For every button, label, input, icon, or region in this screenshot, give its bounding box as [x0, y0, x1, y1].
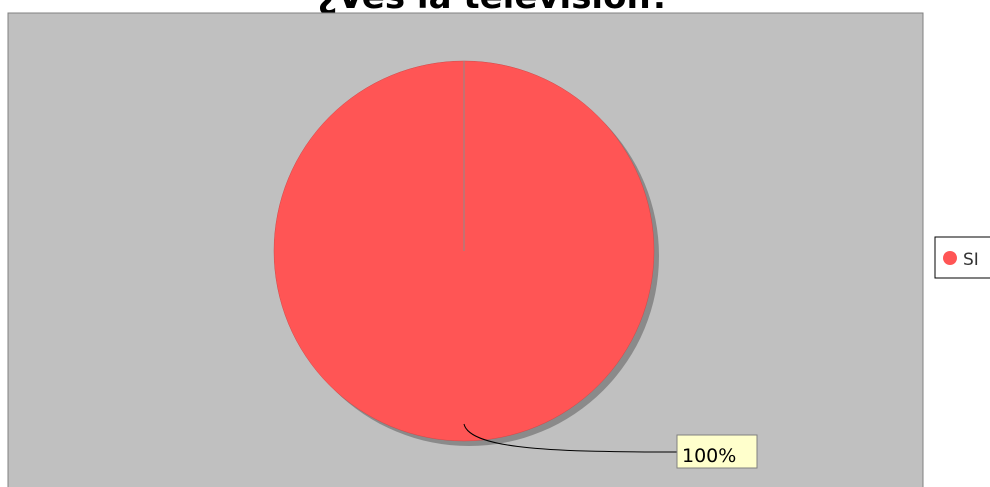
- slice-label-100: 100%: [676, 434, 758, 469]
- pie-slices: [273, 60, 655, 442]
- legend-box: [934, 236, 990, 279]
- slice-label-text: 100%: [682, 445, 736, 467]
- legend-swatch-si: [943, 251, 957, 265]
- slice-label-leader: [463, 423, 679, 453]
- slice-label-box: [676, 434, 758, 469]
- legend: SI: [934, 236, 990, 279]
- legend-label-si: SI: [963, 250, 979, 270]
